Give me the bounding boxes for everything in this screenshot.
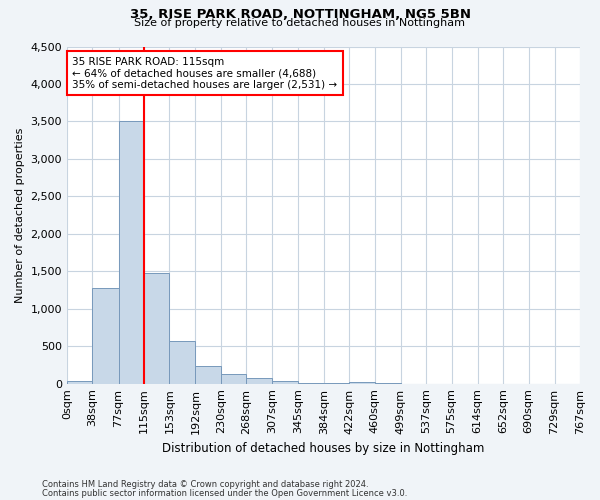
Bar [92,288,119,384]
Text: Size of property relative to detached houses in Nottingham: Size of property relative to detached ho… [134,18,466,28]
Text: Contains public sector information licensed under the Open Government Licence v3: Contains public sector information licen… [42,489,407,498]
Bar [169,340,196,384]
Bar [196,366,221,384]
Bar [349,382,374,384]
Bar [246,378,272,384]
Bar [272,382,298,384]
Bar [119,122,144,384]
X-axis label: Distribution of detached houses by size in Nottingham: Distribution of detached houses by size … [163,442,485,455]
Bar [144,273,169,384]
Bar [221,374,246,384]
Text: 35 RISE PARK ROAD: 115sqm
← 64% of detached houses are smaller (4,688)
35% of se: 35 RISE PARK ROAD: 115sqm ← 64% of detac… [72,56,337,90]
Text: 35, RISE PARK ROAD, NOTTINGHAM, NG5 5BN: 35, RISE PARK ROAD, NOTTINGHAM, NG5 5BN [130,8,470,20]
Text: Contains HM Land Registry data © Crown copyright and database right 2024.: Contains HM Land Registry data © Crown c… [42,480,368,489]
Y-axis label: Number of detached properties: Number of detached properties [15,128,25,303]
Bar [67,382,92,384]
Bar [298,383,324,384]
